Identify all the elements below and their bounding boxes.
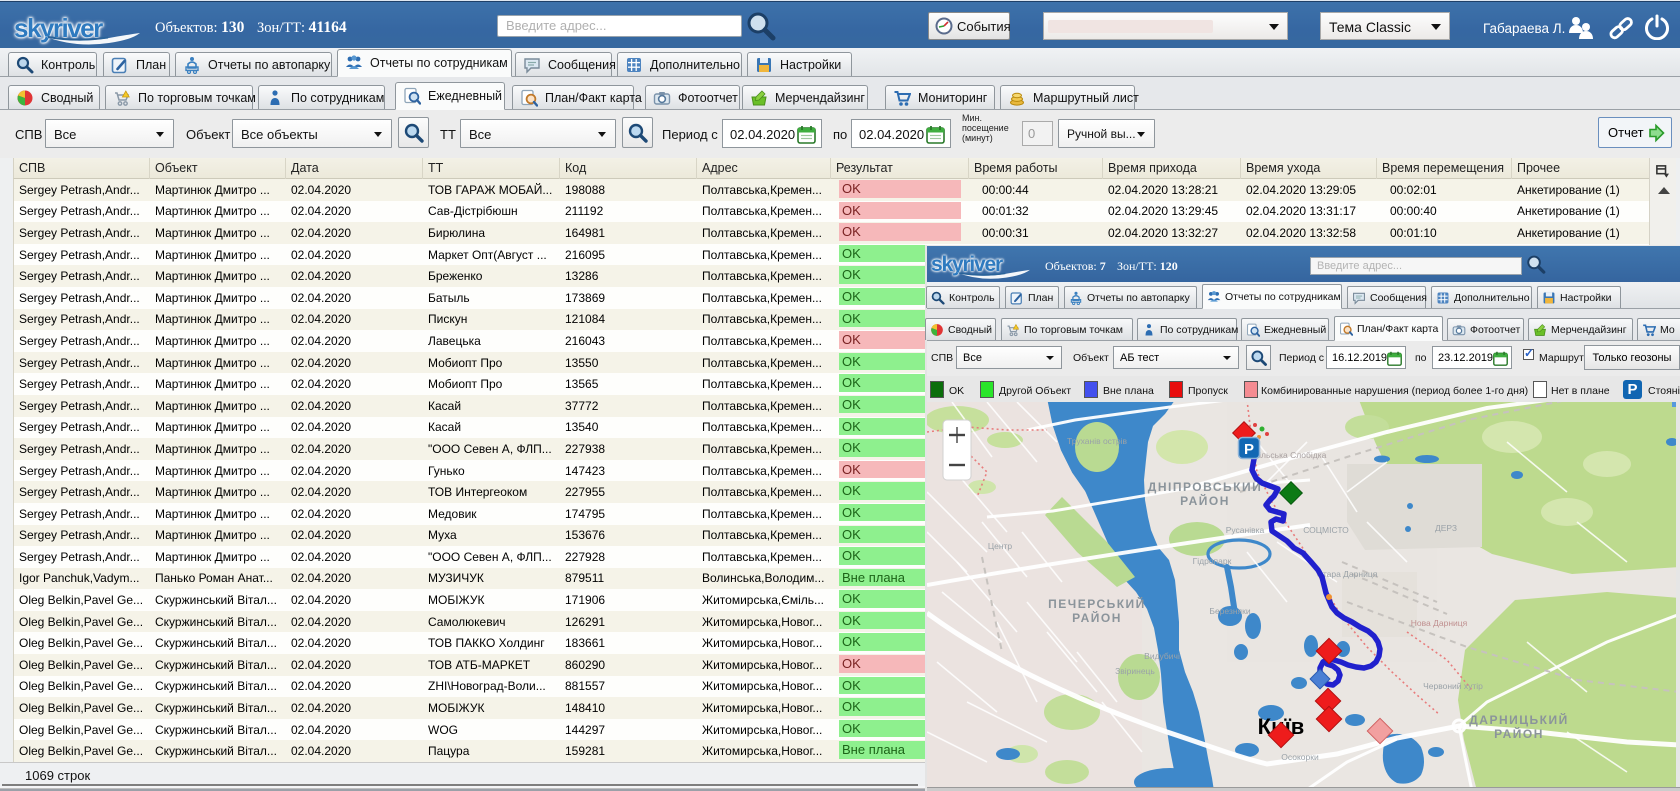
svg-text:Центр: Центр <box>988 541 1013 551</box>
svg-text:Микільська Слобідка: Микільська Слобідка <box>1244 450 1327 460</box>
svg-text:Березняки: Березняки <box>1209 606 1250 616</box>
svg-text:РАЙОН: РАЙОН <box>1072 610 1122 625</box>
svg-text:Труханів острів: Труханів острів <box>1067 436 1127 446</box>
svg-text:Видубичі: Видубичі <box>1144 651 1180 661</box>
svg-text:Нова Дарниця: Нова Дарниця <box>1411 618 1468 628</box>
svg-text:ПЕЧЕРСЬКИЙ: ПЕЧЕРСЬКИЙ <box>1048 596 1146 611</box>
svg-text:РАЙОН: РАЙОН <box>1180 493 1230 508</box>
svg-text:ДНІПРОВСЬКИЙ: ДНІПРОВСЬКИЙ <box>1148 479 1262 494</box>
svg-text:СОЦМІСТО: СОЦМІСТО <box>1303 525 1349 535</box>
svg-text:Звіринець: Звіринець <box>1115 666 1155 676</box>
svg-text:РАЙОН: РАЙОН <box>1494 726 1544 741</box>
svg-text:Русанівка: Русанівка <box>1226 525 1265 535</box>
svg-text:Червоний хутір: Червоний хутір <box>1423 681 1483 691</box>
svg-text:Стара Дарниця: Стара Дарниця <box>1317 569 1378 579</box>
svg-text:Гідропарк: Гідропарк <box>1193 556 1232 566</box>
svg-text:ДЕРЗ: ДЕРЗ <box>1435 523 1457 533</box>
svg-text:Осокорки: Осокорки <box>1281 752 1319 762</box>
svg-text:ДАРНИЦЬКИЙ: ДАРНИЦЬКИЙ <box>1469 712 1568 727</box>
svg-text:P: P <box>1244 441 1254 458</box>
